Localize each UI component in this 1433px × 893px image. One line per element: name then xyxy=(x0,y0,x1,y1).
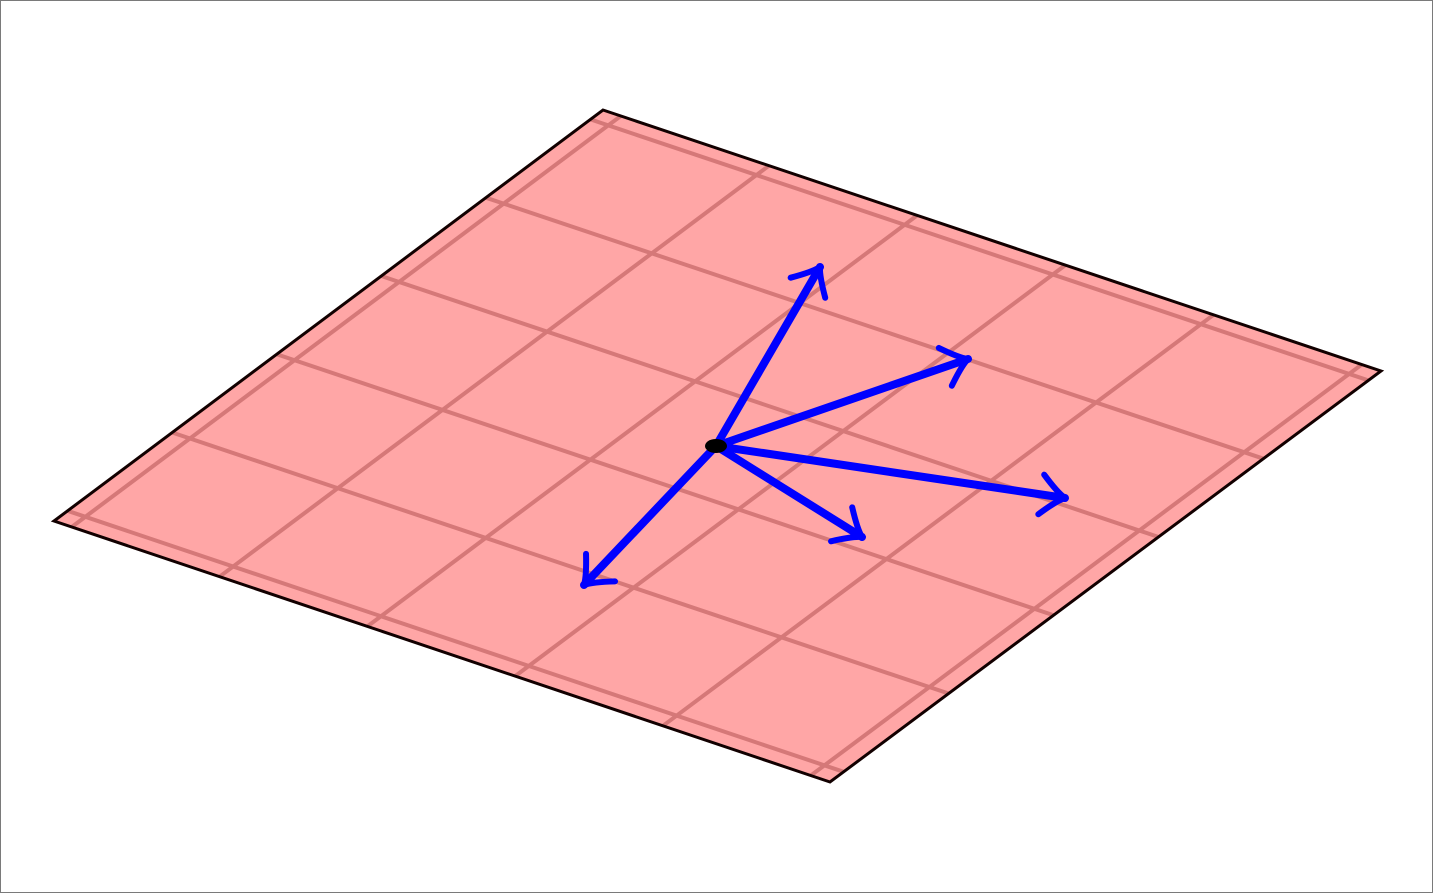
arrowhead-icon xyxy=(1035,471,1068,518)
vector-upper-right xyxy=(712,344,972,450)
grid-line-v xyxy=(218,164,771,579)
arrowhead-icon xyxy=(787,264,829,301)
grid-line-u xyxy=(485,195,1265,461)
grid-line-u xyxy=(171,430,950,696)
vector-group xyxy=(580,263,1069,589)
vector-shaft xyxy=(712,442,866,541)
grid-line-v xyxy=(70,114,622,529)
vector-shaft xyxy=(712,263,824,450)
vector-lower-left xyxy=(580,442,720,589)
grid-line-u xyxy=(589,117,1370,383)
vector-right xyxy=(712,442,1069,518)
grid-line-u xyxy=(276,352,1055,618)
vector-shaft xyxy=(712,442,1069,502)
grid-line-v xyxy=(809,362,1363,778)
plane-border xyxy=(50,108,1385,784)
arrowhead-icon xyxy=(581,550,619,588)
grid-line-v xyxy=(513,263,1067,678)
arrowhead-icon xyxy=(935,344,971,389)
grid-line-u xyxy=(66,508,845,774)
grid-line-v xyxy=(366,213,919,628)
vector-up xyxy=(712,263,829,450)
plane-grid xyxy=(66,114,1370,778)
vector-shaft xyxy=(580,442,720,589)
grid-line-v xyxy=(661,313,1215,728)
origin-point xyxy=(705,439,727,453)
arrowhead-icon xyxy=(828,504,865,545)
vector-lower-right xyxy=(712,442,866,545)
vector-shaft xyxy=(712,355,972,450)
